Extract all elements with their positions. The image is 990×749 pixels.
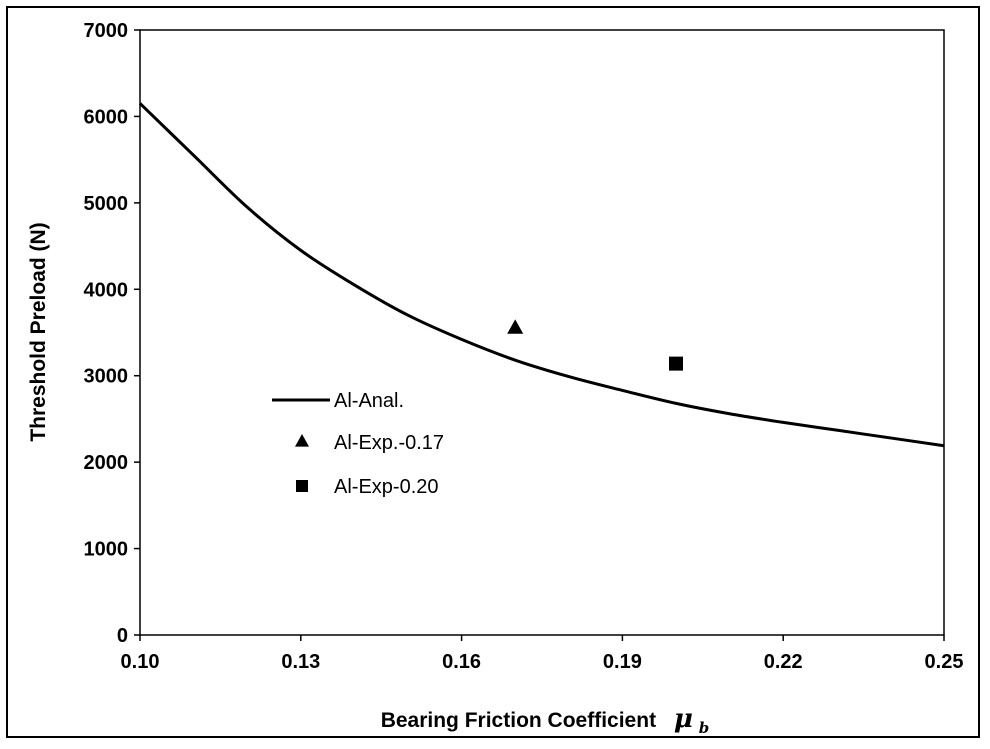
x-tick-label: 0.25 xyxy=(925,651,964,673)
legend-label: Al-Exp.-0.17 xyxy=(334,432,444,454)
x-axis-title-mu: μ xyxy=(674,704,693,734)
y-tick-label: 3000 xyxy=(84,366,129,388)
data-point-square xyxy=(669,356,683,371)
plot-area xyxy=(139,29,945,636)
x-axis-title-subscript: b xyxy=(699,719,710,737)
x-axis-title-text: Bearing Friction Coefficient xyxy=(381,709,656,732)
legend: Al-Anal. Al-Exp.-0.17 Al-Exp-0.20 xyxy=(272,390,444,498)
x-tick-label: 0.16 xyxy=(442,651,481,673)
y-tick-label: 1000 xyxy=(84,539,129,561)
y-tick-label: 6000 xyxy=(84,106,129,128)
data-point-triangle xyxy=(507,319,524,334)
legend-square-swatch xyxy=(296,480,308,492)
series-layer xyxy=(138,102,945,448)
y-tick-label: 4000 xyxy=(84,279,129,301)
legend-triangle-swatch xyxy=(295,434,309,447)
y-axis-title: Threshold Preload (N) xyxy=(27,222,50,441)
x-axis-title: Bearing Friction Coefficient μ b xyxy=(381,704,710,737)
y-tick-label: 0 xyxy=(117,625,128,647)
y-tick-label: 7000 xyxy=(84,20,129,42)
x-tick-label: 0.22 xyxy=(764,651,803,673)
x-axis: 0.10 0.13 0.16 0.19 0.22 0.25 xyxy=(121,635,964,673)
legend-label: Al-Anal. xyxy=(334,390,404,412)
y-axis: 0 1000 2000 3000 4000 5000 6000 7000 xyxy=(84,20,140,647)
x-tick-label: 0.13 xyxy=(281,651,320,673)
series-line-al-anal xyxy=(138,102,945,448)
x-tick-label: 0.19 xyxy=(603,651,642,673)
x-tick-label: 0.10 xyxy=(121,651,160,673)
y-tick-label: 5000 xyxy=(84,193,129,215)
y-tick-label: 2000 xyxy=(84,452,129,474)
legend-label: Al-Exp-0.20 xyxy=(334,476,439,498)
